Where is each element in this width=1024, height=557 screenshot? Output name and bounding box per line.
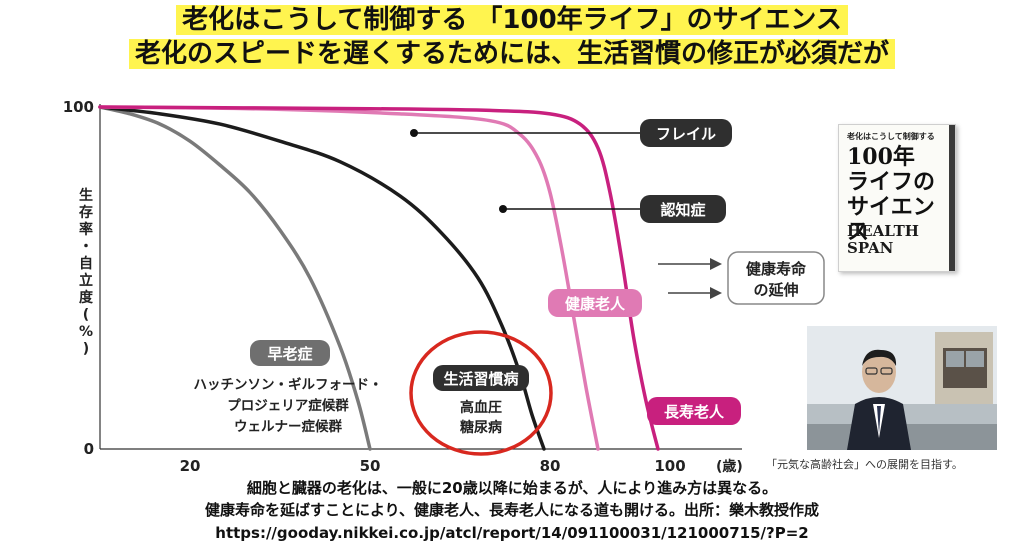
book-cover: 老化はこうして制御する 100年 ライフの サイエンス HEALTH SPAN <box>838 124 956 272</box>
label-frail-text: フレイル <box>656 125 716 143</box>
title-line-1: 老化はこうして制御する 「100年ライフ」のサイエンス <box>0 4 1024 36</box>
frail-pointer-dot <box>410 129 418 137</box>
lifestyle-detail-1: 高血圧 <box>460 399 502 416</box>
author-photo <box>807 326 997 450</box>
label-frail: フレイル <box>640 119 732 147</box>
title-line-2: 老化のスピードを遅くするためには、生活習慣の修正が必須だが <box>0 38 1024 70</box>
ticks: 20 50 80 100 0 100 <box>63 98 686 475</box>
source-url[interactable]: https://gooday.nikkei.co.jp/atcl/report/… <box>215 524 809 542</box>
y-axis-label-text: 生存率・自立度(%) <box>79 187 94 357</box>
book-main-title: 100年 ライフの サイエンス <box>847 145 955 245</box>
x-tick-label: 80 <box>540 457 561 475</box>
book-en-1: HEALTH <box>847 222 919 240</box>
label-dementia-text: 認知症 <box>660 201 705 219</box>
y-tick-label: 0 <box>84 440 94 458</box>
y-axis-label: 生存率・自立度(%) <box>79 187 94 357</box>
progeria-detail-3: ウェルナー症候群 <box>234 418 342 435</box>
series-line-1 <box>98 105 372 451</box>
photo-caption: 「元気な高齢社会」への展開を目指す。 <box>766 458 963 471</box>
caption-line-1: 細胞と臓器の老化は、一般に20歳以降に始まるが、人により進み方は異なる。 <box>246 479 778 497</box>
caption-line-2: 健康寿命を延ばすことにより、健康老人、長寿老人になる道も開ける。出所：樂木教授作… <box>204 501 820 519</box>
label-lifestyle-disease: 生活習慣病 高血圧 糖尿病 <box>409 330 553 456</box>
label-healthy-elderly: 健康老人 <box>548 289 642 317</box>
lifestyle-red-circle <box>409 330 553 456</box>
extension-arrow-1 <box>658 258 722 270</box>
x-tick-label: 50 <box>360 457 381 475</box>
label-lifestyle-text: 生活習慣病 <box>443 370 518 388</box>
x-tick-label: 20 <box>180 457 201 475</box>
y-tick-label: 100 <box>63 98 94 116</box>
label-progeria: 早老症 ハッチンソン・ギルフォード・ プロジェリア症候群 ウェルナー症候群 <box>194 340 383 435</box>
label-longevity-elderly-text: 長寿老人 <box>664 403 725 421</box>
extension-arrow-2 <box>668 287 722 299</box>
book-spine <box>949 125 955 271</box>
progeria-detail-1: ハッチンソン・ギルフォード・ <box>194 377 383 393</box>
x-tick-label: 100 <box>654 457 685 475</box>
label-healthy-elderly-text: 健康老人 <box>565 295 626 313</box>
label-dementia: 認知症 <box>640 195 726 223</box>
label-healthy-life-extension: 健康寿命 の延伸 <box>727 251 825 305</box>
progeria-detail-2: プロジェリア症候群 <box>227 397 349 414</box>
label-healthy-life-2: の延伸 <box>753 281 798 299</box>
series-line-4 <box>98 105 660 451</box>
lifestyle-detail-2: 糖尿病 <box>460 419 502 436</box>
title-line-1-text: 老化はこうして制御する 「100年ライフ」のサイエンス <box>176 5 848 35</box>
label-longevity-elderly: 長寿老人 <box>647 397 741 425</box>
label-healthy-life-1: 健康寿命 <box>746 260 807 278</box>
dementia-pointer-dot <box>499 205 507 213</box>
book-main-1: 100年 <box>847 144 915 170</box>
book-en-2: SPAN <box>847 239 894 257</box>
series-line-3 <box>98 105 600 451</box>
label-progeria-text: 早老症 <box>267 345 312 363</box>
x-axis-unit: (歳) <box>716 458 743 475</box>
book-english-title: HEALTH SPAN <box>847 223 919 257</box>
author-photo-illustration <box>807 326 997 450</box>
book-main-2: ライフの <box>847 169 936 195</box>
title-line-2-text: 老化のスピードを遅くするためには、生活習慣の修正が必須だが <box>128 39 895 69</box>
book-main-3: サイエンス <box>847 194 935 245</box>
series-group <box>98 105 660 451</box>
book-top-text: 老化はこうして制御する <box>847 132 935 141</box>
